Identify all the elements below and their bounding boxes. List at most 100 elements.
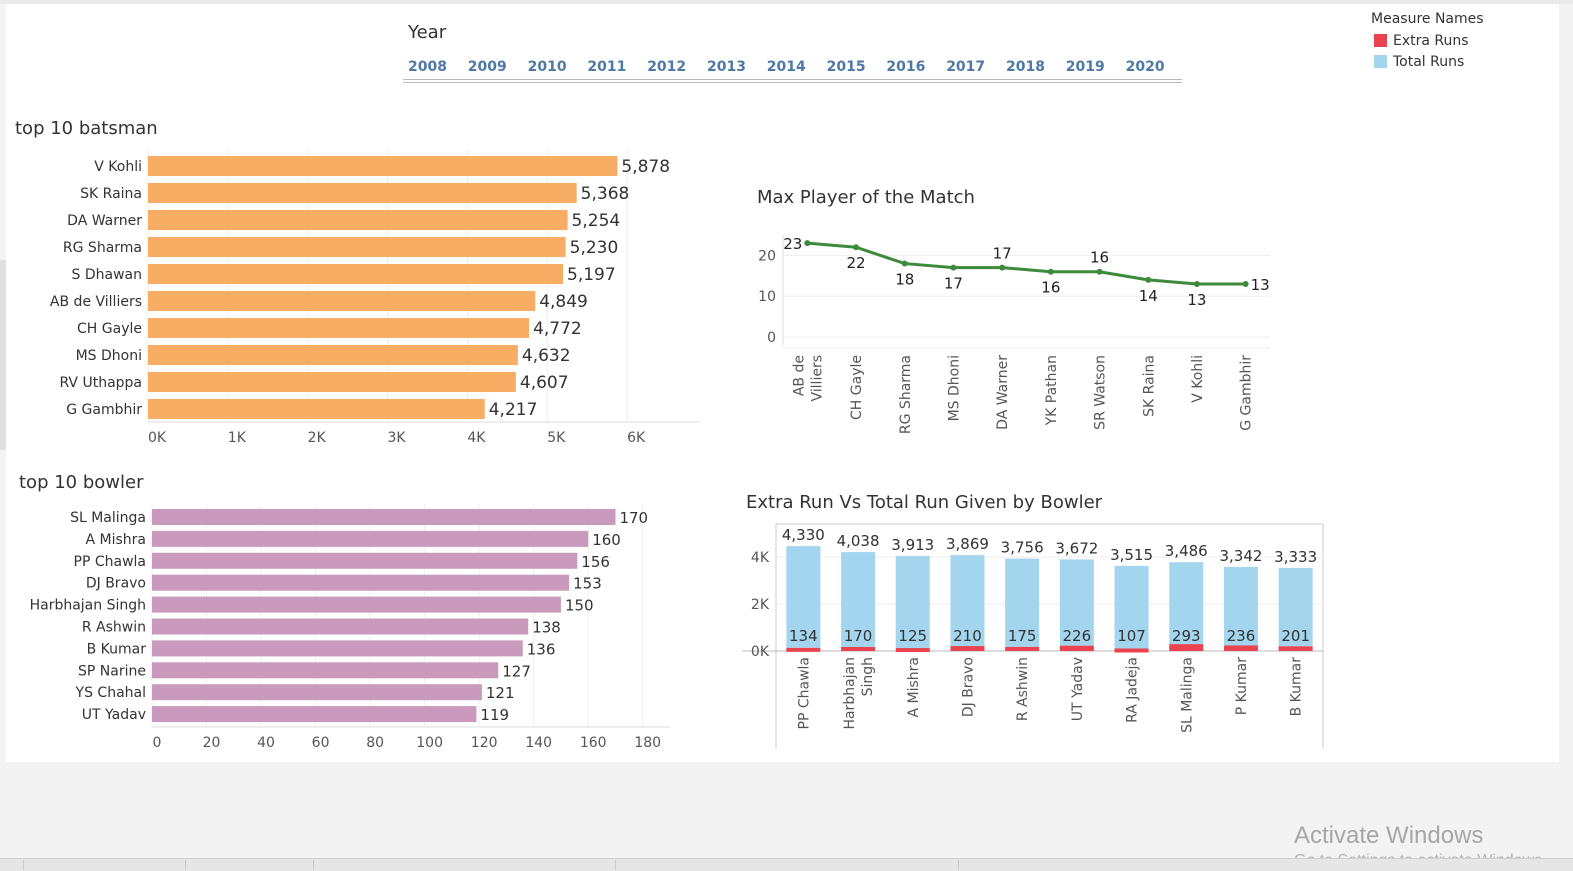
year-filter-title: Year	[408, 22, 447, 43]
total-runs-label: 3,486	[1165, 542, 1208, 560]
x-tick-label: 20	[203, 735, 221, 751]
year-filter-2016[interactable]: 2016	[886, 59, 926, 75]
x-tick-label-line: G Gambhir	[1239, 355, 1255, 431]
year-filter-2010[interactable]: 2010	[527, 59, 567, 75]
bar	[152, 574, 570, 591]
bar	[148, 156, 618, 176]
legend-swatch-extra-runs[interactable]	[1374, 34, 1387, 47]
x-tick-label: UT Yadav	[1070, 657, 1086, 721]
year-filter-2017[interactable]: 2017	[946, 59, 986, 75]
data-label: 14	[1139, 287, 1158, 305]
data-point	[950, 264, 957, 271]
data-label: 4,849	[539, 292, 588, 312]
data-point	[1242, 280, 1249, 287]
year-filter-2009[interactable]: 2009	[467, 59, 507, 75]
activate-windows-subtext: Go to Settings to activate Windows.	[1294, 852, 1547, 858]
data-label: 156	[581, 553, 610, 571]
x-tick-label: 0	[153, 735, 162, 751]
total-runs-label: 3,333	[1274, 548, 1317, 566]
year-filter-2020[interactable]: 2020	[1125, 59, 1165, 75]
x-tick-label: MS Dhoni	[946, 355, 962, 421]
legend-title: Measure Names	[1371, 11, 1484, 27]
total-runs-label: 3,869	[946, 535, 989, 553]
x-tick-label-line: PP Chawla	[796, 657, 812, 729]
x-tick-label: 80	[366, 735, 384, 751]
category-label: AB de Villiers	[50, 294, 142, 310]
extra-runs-bar	[895, 648, 930, 653]
data-label: 18	[895, 271, 914, 289]
year-filter-2013[interactable]: 2013	[707, 59, 746, 75]
data-label: 5,254	[572, 211, 621, 231]
bar	[148, 183, 577, 203]
x-tick-label: R Ashwin	[1015, 657, 1031, 721]
year-filter-2019[interactable]: 2019	[1065, 59, 1105, 75]
data-label: 5,878	[621, 157, 670, 177]
category-label: YS Chahal	[75, 685, 146, 701]
x-tick-label: 6K	[627, 430, 646, 446]
total-runs-bar	[1059, 559, 1094, 646]
x-tick-label-line: SK Raina	[1141, 355, 1157, 417]
bar	[152, 684, 482, 701]
data-label: 153	[573, 575, 602, 593]
x-tick-label: 100	[416, 735, 443, 751]
x-tick-label: CH Gayle	[849, 355, 865, 420]
x-tick-label: 140	[525, 735, 552, 751]
extra-runs-label: 236	[1227, 627, 1256, 645]
total-runs-bar	[786, 546, 821, 648]
category-label: S Dhawan	[72, 267, 142, 283]
data-point	[1145, 276, 1152, 283]
x-tick-label-line: V Kohli	[1190, 355, 1206, 403]
legend-label-total-runs[interactable]: Total Runs	[1393, 54, 1465, 70]
x-tick-label-line: Singh	[860, 657, 876, 696]
category-label: CH Gayle	[77, 321, 142, 337]
bar	[152, 706, 477, 723]
bar	[152, 552, 578, 569]
x-tick-label: 40	[257, 735, 275, 751]
x-tick-label: DJ Bravo	[960, 657, 976, 717]
y-tick-label: 20	[758, 248, 776, 264]
total-runs-bar	[1114, 565, 1149, 649]
x-tick-label: 1K	[228, 430, 247, 446]
extra-runs-label: 170	[844, 627, 873, 645]
bar	[148, 372, 516, 392]
series-line	[807, 241, 1246, 286]
bar	[152, 640, 523, 657]
x-tick-label: 4K	[467, 430, 486, 446]
bar	[148, 399, 485, 419]
x-tick-label: SK Raina	[1141, 355, 1157, 417]
legend-label-extra-runs[interactable]: Extra Runs	[1393, 33, 1469, 49]
legend-swatch-total-runs[interactable]	[1374, 55, 1387, 68]
data-point	[1047, 268, 1054, 275]
x-tick-label-line: YK Pathan	[1044, 355, 1060, 426]
year-filter-2015[interactable]: 2015	[826, 59, 866, 75]
year-filter-2014[interactable]: 2014	[766, 59, 806, 75]
total-runs-bar	[950, 555, 985, 647]
category-label: V Kohli	[94, 159, 142, 175]
year-filter-2011[interactable]: 2011	[587, 59, 627, 75]
extra-runs-label: 107	[1117, 627, 1146, 645]
x-tick-label-line: Harbhajan	[842, 657, 858, 730]
x-tick-label-line: B Kumar	[1289, 657, 1305, 717]
x-tick-label: A Mishra	[906, 657, 922, 718]
x-tick-label: 160	[580, 735, 607, 751]
total-runs-label: 4,038	[837, 532, 880, 550]
category-label: UT Yadav	[82, 707, 146, 723]
x-tick-label-line: P Kumar	[1234, 657, 1250, 715]
tab-separator	[958, 860, 959, 870]
extra-runs-bar	[1114, 648, 1149, 653]
batsman-bar-chart: V Kohli 5,878 SK Raina 5,368 DA Warner 5,254 R…	[50, 150, 699, 446]
year-filter-2008[interactable]: 2008	[408, 59, 447, 75]
year-filter-2012[interactable]: 2012	[647, 59, 687, 75]
year-filter-divider	[403, 82, 1182, 83]
data-label: 13	[1251, 276, 1270, 294]
data-label: 13	[1187, 291, 1206, 309]
year-filter-2018[interactable]: 2018	[1006, 59, 1045, 75]
total-runs-label: 3,515	[1110, 546, 1153, 564]
extra-vs-total-chart-title: Extra Run Vs Total Run Given by Bowler	[746, 492, 1103, 513]
category-label: Harbhajan Singh	[30, 598, 146, 614]
x-tick-label: P Kumar	[1234, 657, 1250, 715]
y-tick-label: 4K	[751, 550, 770, 566]
x-tick-label: PP Chawla	[796, 657, 812, 729]
category-label: SL Malinga	[70, 510, 146, 526]
extra-runs-bar	[1005, 646, 1040, 651]
